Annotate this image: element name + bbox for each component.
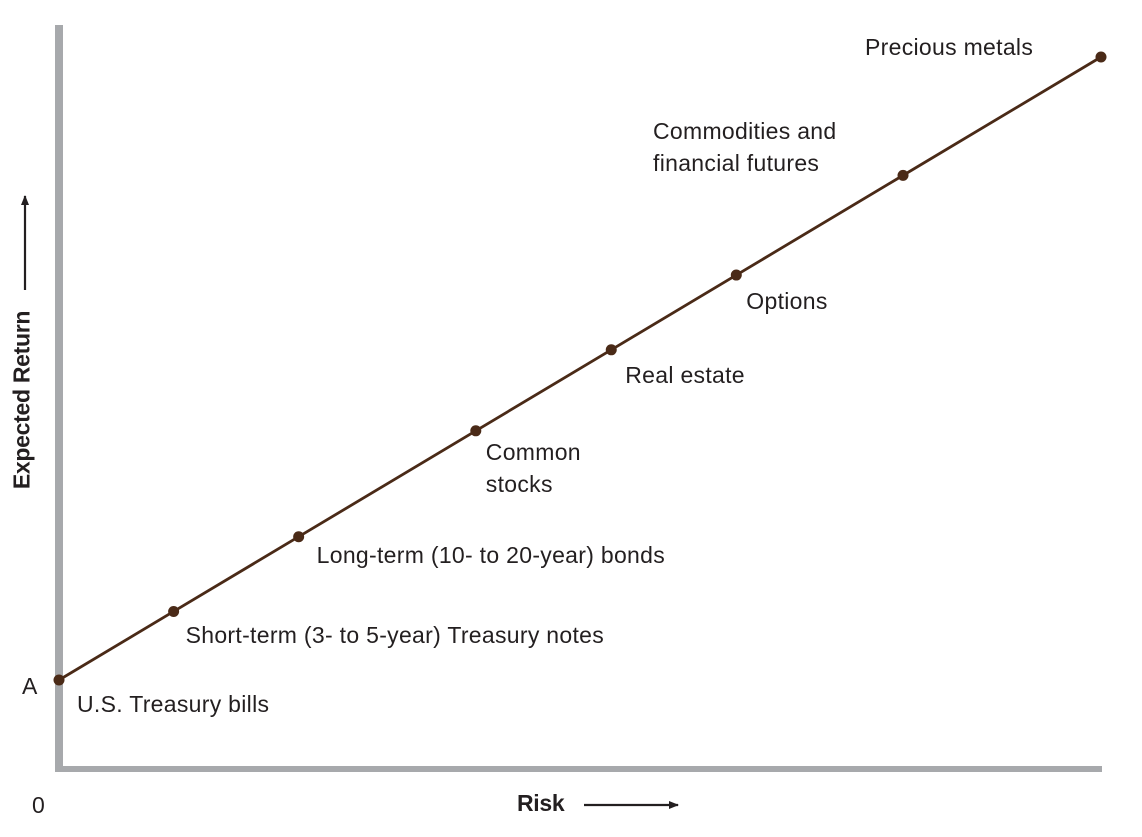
data-point [605,344,617,356]
data-point-label: U.S. Treasury bills [77,691,270,717]
x-axis-title: Risk [517,790,565,816]
data-point-label: Options [746,288,828,315]
data-point-label: Long-term (10- to 20-year) bonds [316,541,666,568]
y-axis-title: Expected Return [8,310,35,490]
series-line [58,55,1102,682]
data-point-label: Commodities and financial futures [653,118,837,177]
data-point [1095,51,1107,63]
data-point-label: Precious metals [865,34,1034,60]
origin-label: 0 [32,792,46,818]
data-point [470,425,482,437]
intercept-label: A [22,673,38,699]
data-point-label: Short-term (3- to 5-year) Treasury notes [185,622,605,649]
data-point [168,605,180,617]
data-point [897,169,909,181]
data-point-label: Real estate [625,361,745,388]
data-point [293,531,305,543]
series-layer [53,51,1107,686]
data-point [53,674,65,686]
data-point [730,269,742,281]
data-point-label: Common stocks [485,438,581,497]
